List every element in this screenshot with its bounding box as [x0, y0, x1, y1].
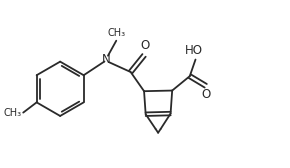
Text: O: O	[140, 39, 149, 52]
Text: HO: HO	[185, 44, 203, 57]
Text: CH₃: CH₃	[3, 108, 22, 118]
Text: O: O	[202, 88, 211, 101]
Text: CH₃: CH₃	[107, 28, 125, 37]
Text: N: N	[102, 53, 111, 66]
